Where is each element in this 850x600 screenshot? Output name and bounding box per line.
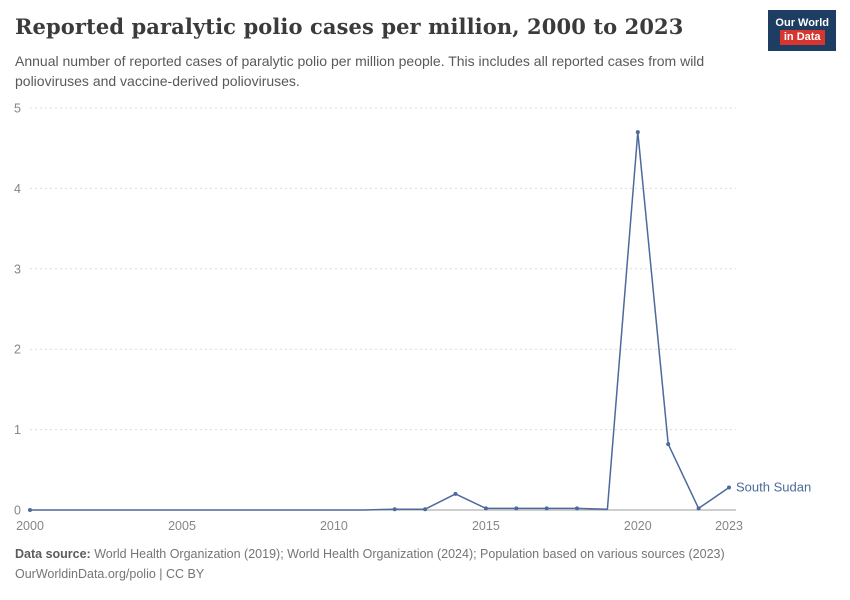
data-point bbox=[635, 130, 640, 135]
data-point bbox=[696, 506, 701, 511]
data-point bbox=[392, 507, 397, 512]
license-line: OurWorldinData.org/polio | CC BY bbox=[15, 567, 205, 581]
data-source-line: Data source: World Health Organization (… bbox=[15, 544, 805, 564]
y-tick-label: 5 bbox=[14, 102, 21, 116]
owid-logo-line1: Our World bbox=[775, 17, 829, 29]
x-tick-label: 2023 bbox=[715, 519, 743, 533]
footer: Data source: World Health Organization (… bbox=[15, 544, 805, 584]
data-source-text: World Health Organization (2019); World … bbox=[94, 547, 725, 561]
data-source-label: Data source: bbox=[15, 547, 91, 561]
line-chart-canvas[interactable]: 0 1 2 3 4 5 2000 2005 2010 2015 2020 2023 South Suda… bbox=[0, 95, 850, 545]
y-tick-label: 1 bbox=[14, 423, 21, 437]
data-point bbox=[483, 506, 488, 511]
owid-logo[interactable]: Our World in Data bbox=[768, 10, 836, 51]
x-tick-label: 2015 bbox=[472, 519, 500, 533]
data-point bbox=[423, 507, 428, 512]
x-tick-label: 2005 bbox=[168, 519, 196, 533]
data-point bbox=[544, 506, 549, 511]
y-tick-label: 3 bbox=[14, 262, 21, 276]
page-title: Reported paralytic polio cases per milli… bbox=[15, 14, 684, 39]
y-tick-label: 0 bbox=[14, 504, 21, 518]
data-point bbox=[453, 491, 458, 496]
data-point bbox=[514, 506, 519, 511]
y-tick-label: 4 bbox=[14, 182, 21, 196]
owid-logo-line2: in Data bbox=[779, 30, 825, 45]
data-point bbox=[666, 442, 671, 447]
data-point bbox=[727, 485, 731, 490]
x-tick-label: 2010 bbox=[320, 519, 348, 533]
x-tick-label: 2020 bbox=[624, 519, 652, 533]
series-end-label[interactable]: South Sudan bbox=[736, 480, 811, 495]
x-tick-label: 2000 bbox=[16, 519, 44, 533]
chart-subtitle: Annual number of reported cases of paral… bbox=[15, 53, 705, 89]
data-point bbox=[28, 508, 32, 512]
y-tick-label: 2 bbox=[14, 343, 21, 357]
data-line bbox=[29, 131, 730, 511]
data-point bbox=[575, 506, 579, 511]
